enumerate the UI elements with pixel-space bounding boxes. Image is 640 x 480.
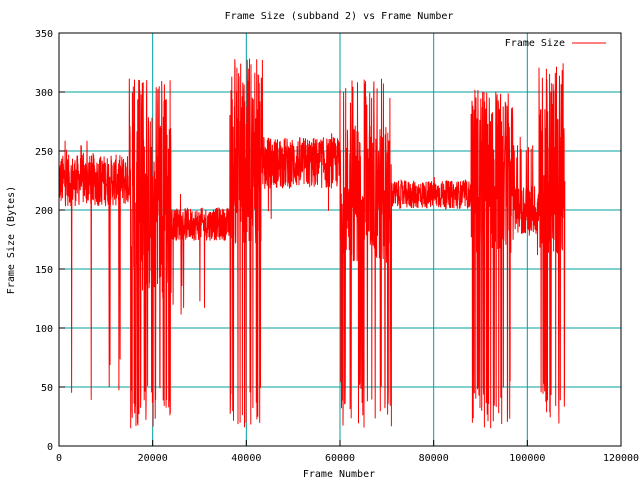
x-tick-label: 60000 <box>325 453 355 464</box>
series-line-frame-size <box>58 58 566 429</box>
y-tick-label: 300 <box>35 88 53 99</box>
axis-ticks: 0 20000 40000 60000 80000 100000 120000 0 50 100 1… <box>35 29 639 464</box>
y-tick-label: 0 <box>47 442 53 453</box>
y-tick-label: 50 <box>41 383 53 394</box>
x-tick-label: 80000 <box>419 453 449 464</box>
legend: Frame Size <box>505 38 606 49</box>
x-tick-label: 120000 <box>603 453 639 464</box>
legend-label: Frame Size <box>505 38 565 49</box>
y-axis-label: Frame Size (Bytes) <box>6 186 17 294</box>
x-tick-label: 20000 <box>138 453 168 464</box>
y-tick-label: 100 <box>35 324 53 335</box>
y-tick-label: 350 <box>35 29 53 40</box>
x-tick-label: 40000 <box>231 453 261 464</box>
x-tick-label: 100000 <box>509 453 545 464</box>
chart-title: Frame Size (subband 2) vs Frame Number <box>225 11 454 22</box>
series-layer <box>58 58 566 429</box>
y-tick-label: 200 <box>35 206 53 217</box>
y-tick-label: 150 <box>35 265 53 276</box>
y-tick-label: 250 <box>35 147 53 158</box>
x-axis-label: Frame Number <box>303 469 375 480</box>
x-tick-label: 0 <box>56 453 62 464</box>
